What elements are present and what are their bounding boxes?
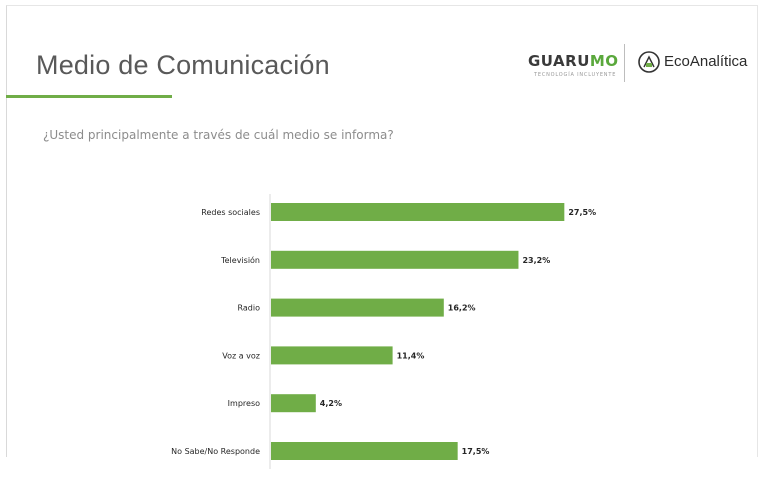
ecoanalitica-logo-icon (638, 51, 660, 73)
survey-question: ¿Usted principalmente a través de cuál m… (43, 128, 394, 142)
title-underline (6, 95, 172, 98)
value-label-0: 27,5% (568, 208, 596, 217)
guarumo-logo-part-b: MO (589, 52, 619, 70)
value-label-1: 23,2% (522, 256, 550, 265)
bar-1 (271, 250, 519, 269)
bar-2 (271, 298, 444, 317)
guarumo-logo: GUARUMO (528, 52, 619, 70)
category-label-0: Redes sociales (201, 208, 260, 217)
value-label-3: 11,4% (397, 351, 425, 360)
logo-group: GUARUMO TECNOLOGÍA INCLUYENTE EcoAnalíti… (520, 44, 756, 90)
category-label-2: Radio (238, 304, 261, 313)
bar-3 (271, 346, 393, 365)
guarumo-logo-part-a: GUARU (528, 52, 590, 70)
value-label-4: 4,2% (320, 399, 342, 408)
bar-4 (271, 394, 316, 413)
value-label-5: 17,5% (462, 447, 490, 456)
ecoanalitica-logo-text: EcoAnalítica (664, 53, 748, 70)
category-label-1: Televisión (220, 255, 260, 265)
value-label-2: 16,2% (448, 304, 476, 313)
category-label-5: No Sabe/No Responde (171, 447, 260, 456)
guarumo-tagline: TECNOLOGÍA INCLUYENTE (534, 72, 617, 78)
page-title: Medio de Comunicación (36, 50, 330, 80)
category-label-3: Voz a voz (222, 351, 260, 360)
category-label-4: Impreso (228, 399, 260, 408)
slide-frame (6, 5, 758, 457)
logo-divider (624, 44, 625, 82)
bar-5 (271, 442, 458, 460)
bar-0 (271, 203, 565, 221)
